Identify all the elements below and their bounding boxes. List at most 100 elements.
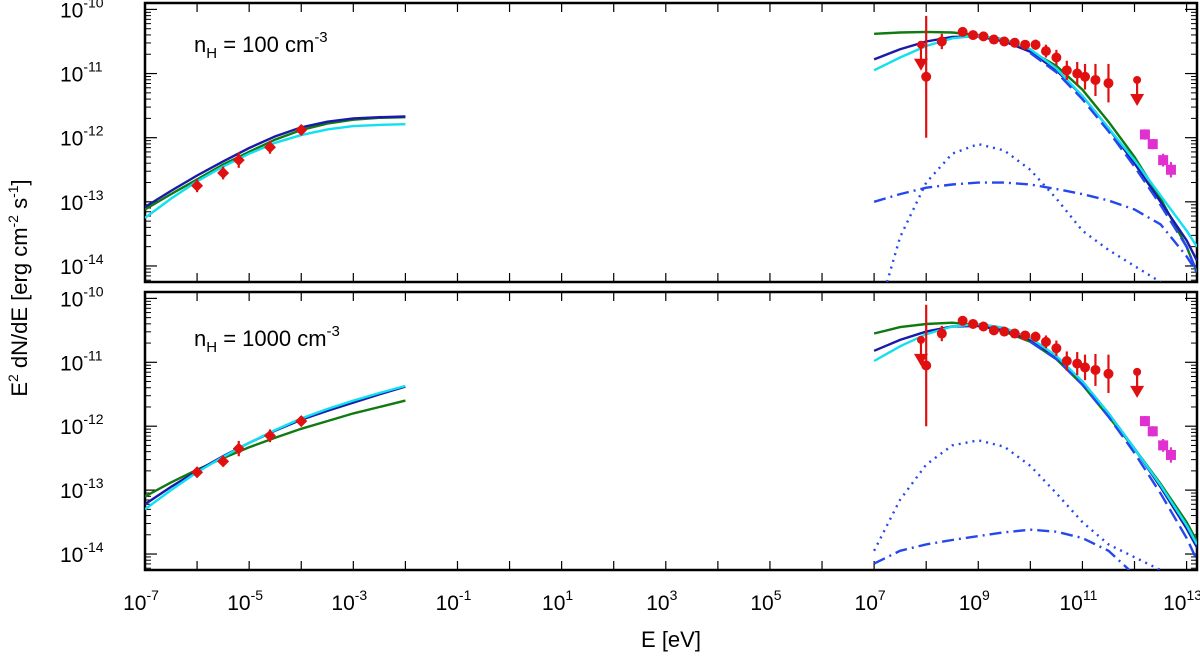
y-tick-label: 10-14: [60, 251, 104, 279]
model-blue-dashdot-line: [873, 181, 1197, 274]
y-tick-label: 10-14: [60, 539, 104, 567]
x-tick-label: 107: [855, 587, 886, 615]
y-tick-label: 10-11: [60, 347, 103, 375]
y-tick-label: 10-12: [60, 123, 104, 151]
fermi-data-point: [968, 30, 979, 41]
hess-data-point: [1158, 153, 1169, 167]
hess-data-point: [1139, 129, 1150, 140]
diamond-marker: [191, 466, 204, 479]
fermi-data-point: [999, 36, 1010, 47]
radio-data-point: [263, 140, 276, 154]
radio-data-point: [295, 123, 308, 136]
panel-bottom-label: nH = 1000 cm-3: [194, 323, 340, 356]
circle-marker: [1061, 65, 1072, 76]
model-blue-dotted-line: [873, 439, 1162, 570]
circle-marker: [936, 328, 947, 339]
fermi-data-point: [957, 26, 968, 37]
circle-marker: [1051, 343, 1062, 354]
circle-marker: [957, 26, 968, 37]
circle-marker: [921, 360, 932, 371]
hess-data-point: [1139, 415, 1150, 427]
hess-data-point: [1147, 426, 1158, 437]
y-tick-label: 10-10: [60, 283, 104, 311]
fermi-data-point: [1020, 39, 1031, 50]
diamond-marker: [217, 455, 230, 468]
fermi-data-point: [978, 321, 989, 332]
panel-top-ticks: 10-10 10-11 10-12 10-13 10-14: [60, 0, 1197, 282]
x-axis-title: E [eV]: [641, 627, 701, 652]
circle-marker: [1040, 336, 1051, 347]
y-tick-label: 10-11: [60, 59, 103, 87]
circle-marker: [1072, 68, 1083, 79]
model-navy-radio-line: [145, 385, 406, 506]
circle-marker: [988, 325, 999, 336]
diamond-marker: [295, 415, 308, 428]
upper-limit-arrowhead: [913, 353, 928, 366]
square-marker: [1165, 449, 1176, 460]
fermi-data-point: [999, 326, 1010, 337]
circle-marker: [1030, 39, 1041, 50]
model-green-radio-line: [145, 116, 406, 211]
circle-marker: [999, 326, 1010, 337]
x-tick-label: 1013: [1163, 587, 1200, 615]
x-tick-label: 103: [646, 587, 677, 615]
fermi-data-point: [1030, 39, 1041, 50]
diamond-marker: [263, 429, 276, 442]
square-marker: [1147, 426, 1158, 437]
fermi-data-point: [1090, 63, 1101, 96]
fermi-data-point: [921, 304, 932, 427]
model-green-radio-line: [145, 399, 406, 498]
upper-limit-arrowhead: [913, 58, 928, 71]
square-marker: [1158, 155, 1169, 166]
circle-marker: [978, 31, 989, 42]
y-tick-label: 10-13: [60, 475, 104, 503]
circle-marker: [936, 36, 947, 47]
plot-clip-group: [145, 304, 1197, 570]
fermi-data-point: [1072, 352, 1083, 376]
upper-limit-arrowhead: [1130, 93, 1145, 106]
circle-marker: [1080, 71, 1091, 82]
upper-limit-marker: [916, 335, 925, 344]
square-marker: [1165, 164, 1176, 175]
fermi-data-point: [1009, 328, 1020, 339]
fermi-data-point: [1030, 331, 1041, 342]
fermi-data-point: [1051, 49, 1062, 66]
x-tick-label: 10-3: [331, 587, 367, 615]
diamond-marker: [263, 141, 276, 154]
circle-marker: [1103, 78, 1114, 89]
model-navy-radio-line: [145, 115, 406, 209]
upper-limit-marker: [916, 40, 925, 49]
fermi-data-point: [1061, 351, 1072, 371]
circle-marker: [968, 30, 979, 41]
hess-data-point: [1165, 162, 1176, 178]
fermi-data-point: [913, 335, 928, 366]
fermi-data-point: [921, 15, 932, 138]
fermi-data-point: [1130, 367, 1145, 398]
fermi-data-point: [1080, 63, 1091, 90]
circle-marker: [1040, 46, 1051, 57]
model-blue-dotted-line: [885, 142, 1162, 282]
fermi-data-point: [1080, 354, 1091, 381]
hess-data-point: [1158, 438, 1169, 452]
model-cyan-gamma-line: [873, 34, 1197, 248]
fermi-data-point: [1130, 75, 1145, 106]
panel-bottom-plot-area: [145, 304, 1197, 570]
square-marker: [1139, 129, 1150, 140]
fermi-data-point: [968, 318, 979, 329]
fermi-data-point: [978, 31, 989, 42]
hess-data-point: [1147, 138, 1158, 150]
fermi-data-point: [1040, 335, 1051, 349]
circle-marker: [999, 36, 1010, 47]
fermi-data-point: [1103, 354, 1114, 393]
y-tick-label: 10-13: [60, 187, 104, 215]
circle-marker: [1009, 328, 1020, 339]
panel-top-frame: [143, 1, 1199, 284]
radio-data-point: [232, 440, 245, 457]
x-tick-label: 10-5: [227, 587, 263, 615]
fermi-data-point: [936, 33, 947, 50]
fermi-data-point: [1090, 353, 1101, 386]
x-tick-label: 101: [542, 587, 573, 615]
fermi-data-point: [1061, 60, 1072, 80]
diamond-marker: [232, 154, 245, 167]
x-tick-label: 10-1: [436, 587, 472, 615]
